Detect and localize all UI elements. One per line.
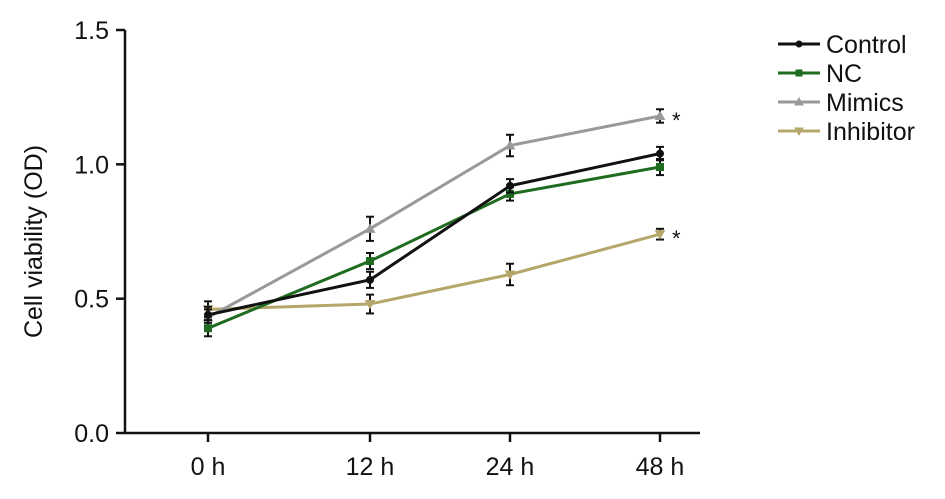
x-tick-label: 12 h [346,453,395,481]
series-line-nc [207,165,661,330]
legend-label: NC [826,60,862,88]
data-point [364,300,376,310]
significance-marker: * [672,226,681,251]
series-layer [202,108,666,338]
data-point [504,140,516,150]
legend-marker [795,40,803,48]
series-line-control [207,152,661,317]
y-axis-ticks: 0.0 0.5 1.0 1.5 [74,17,125,448]
y-tick-label: 1.5 [74,17,109,45]
y-tick-label: 0.5 [74,286,109,314]
series-nc [204,157,664,338]
data-point [504,270,516,281]
data-point [656,163,664,172]
series-line-mimics [207,114,661,319]
legend-marker [794,96,804,106]
data-point [204,310,212,319]
legend-item-nc: NC [778,60,862,88]
x-tick-label: 0 h [191,453,226,481]
series-control [204,145,664,324]
series-line-inhibitor [207,232,661,311]
legend-marker [794,127,804,137]
legend-label: Mimics [826,89,904,117]
y-axis-label: Cell viability (OD) [20,145,48,338]
series-mimics [202,108,666,327]
legend-label: Control [826,31,907,59]
data-point [656,149,664,158]
data-point [204,324,212,333]
x-axis-ticks: 0 h 12 h 24 h 48 h [191,433,685,481]
legend-marker [795,69,803,77]
significance-marker: * [672,108,681,133]
legend-item-inhibitor: Inhibitor [778,118,915,146]
data-point [366,275,374,284]
data-point [654,110,666,120]
annotations: ** [672,108,681,251]
y-tick-label: 1.0 [74,151,109,179]
legend-item-mimics: Mimics [778,89,904,117]
data-point [364,223,376,233]
y-tick-label: 0.0 [74,420,109,448]
data-point [654,230,666,240]
legend-item-control: Control [778,31,907,59]
x-tick-label: 24 h [486,453,535,481]
series-inhibitor [202,227,666,319]
legend-label: Inhibitor [826,118,915,146]
data-point [506,181,514,190]
x-tick-label: 48 h [636,453,685,481]
axes: 0.0 0.5 1.0 1.5 0 h 12 h 24 h 48 h [74,17,700,481]
data-point [366,257,374,266]
